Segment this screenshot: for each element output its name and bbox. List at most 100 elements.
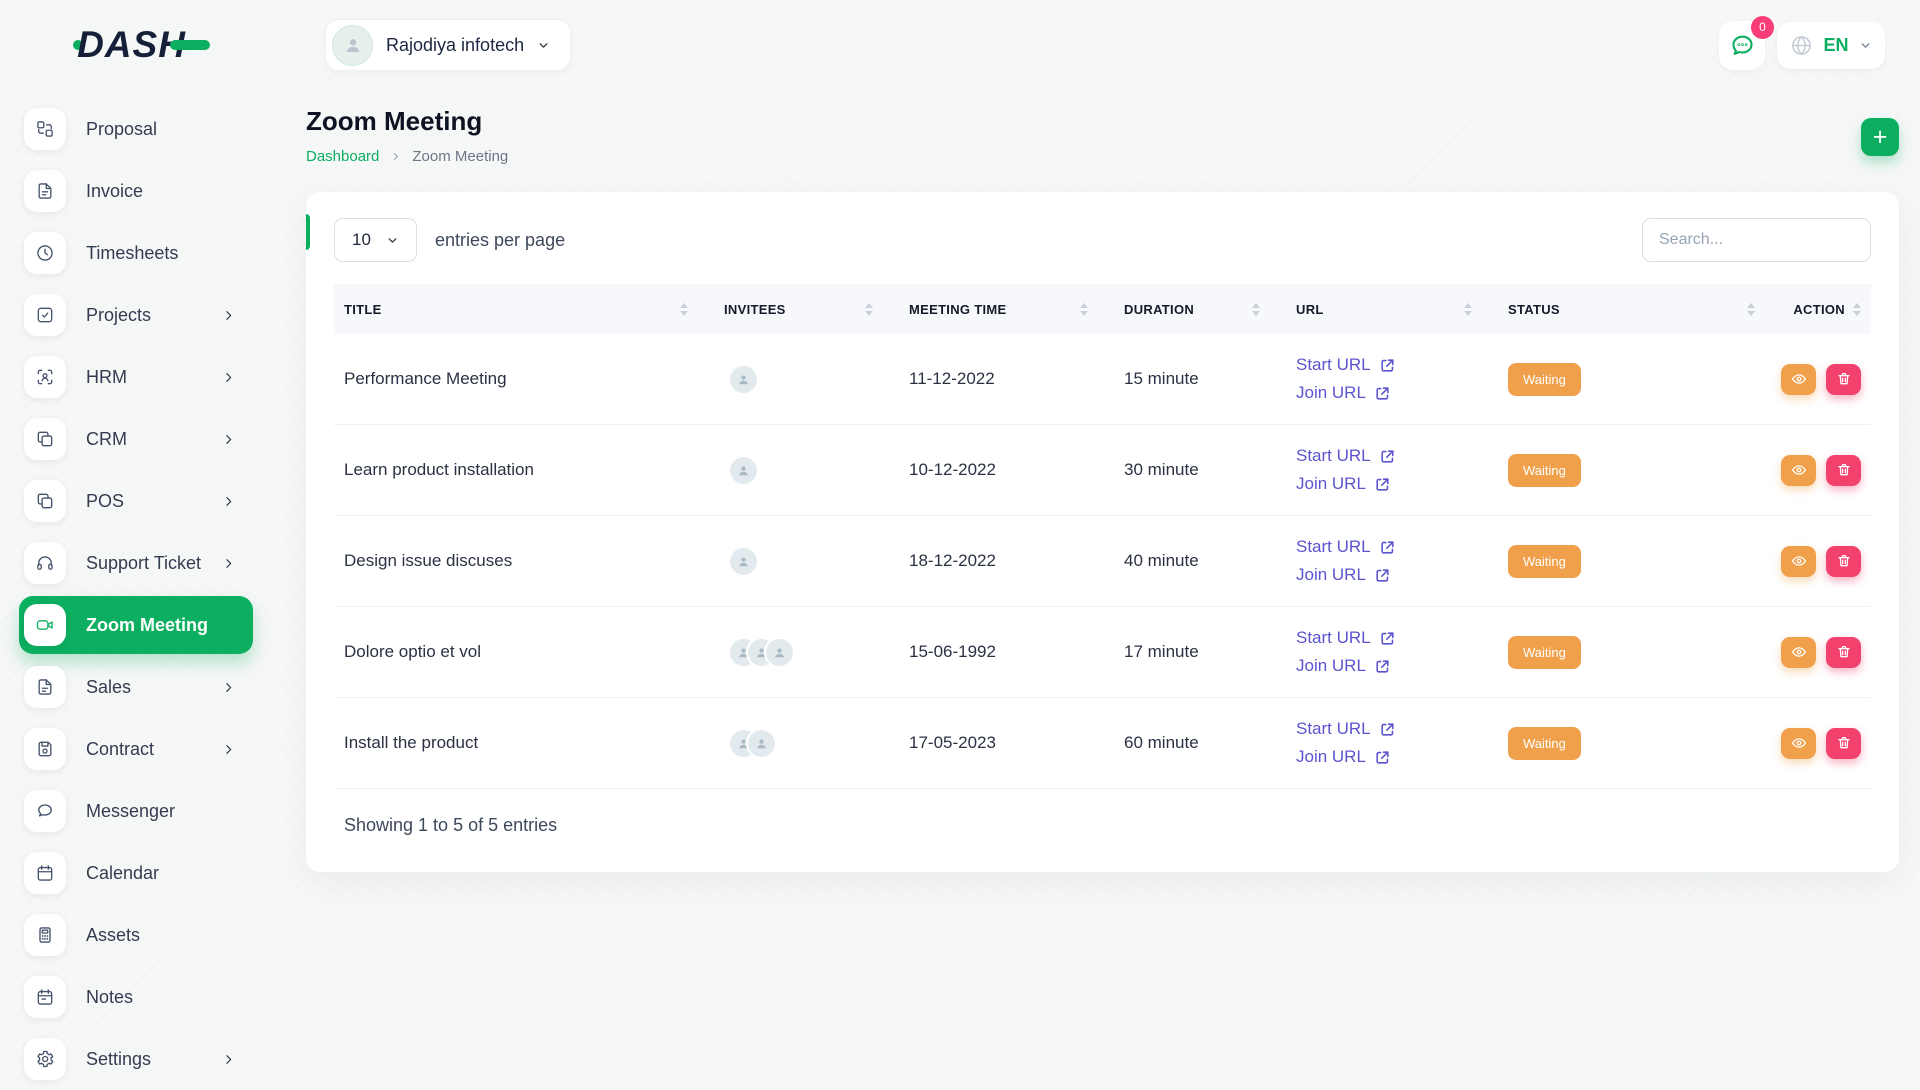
external-link-icon [1381,722,1394,736]
chevron-right-icon [222,743,235,756]
trash-icon [1837,737,1850,749]
entries-per-page-select[interactable]: 10 [334,218,417,262]
add-meeting-button[interactable]: + [1861,118,1899,156]
user-scan-icon [24,356,66,398]
column-header-url[interactable]: URL [1286,302,1498,317]
view-button[interactable] [1781,727,1816,759]
duration: 15 minute [1124,369,1199,388]
column-header-title[interactable]: TITLE [334,302,714,317]
column-header-action[interactable]: ACTION [1781,302,1871,317]
sort-icon [1747,302,1755,316]
sidebar-item-notes[interactable]: Notes [0,966,273,1028]
copy-icon [24,480,66,522]
breadcrumb-separator-icon [390,151,401,162]
start-url-link[interactable]: Start URL [1296,446,1396,466]
file-lines-icon [24,666,66,708]
table-summary: Showing 1 to 5 of 5 entries [344,815,558,835]
language-selector[interactable]: EN [1777,21,1885,69]
logo-text: DASH [77,24,186,65]
start-url-link[interactable]: Start URL [1296,719,1396,739]
sort-icon [1080,302,1088,316]
start-url-link[interactable]: Start URL [1296,355,1396,375]
sidebar-item-projects[interactable]: Projects [0,284,273,346]
person-icon [739,739,748,748]
sidebar-item-invoice[interactable]: Invoice [0,160,273,222]
logo-dot-icon [73,40,84,50]
duration: 17 minute [1124,642,1199,661]
sidebar-item-messenger[interactable]: Messenger [0,780,273,842]
topbar: DASH Rajodiya infotech 0 EN [0,0,1920,90]
view-button[interactable] [1781,363,1816,395]
view-button[interactable] [1781,454,1816,486]
invitees [714,638,899,666]
table-row: Install the product 17-05-2023 60 minute… [334,698,1871,789]
external-link-icon [1376,568,1389,582]
sidebar-item-crm[interactable]: CRM [0,408,273,470]
start-url-link[interactable]: Start URL [1296,628,1396,648]
sidebar-item-support-ticket[interactable]: Support Ticket [0,532,273,594]
view-button[interactable] [1781,545,1816,577]
delete-button[interactable] [1826,454,1861,486]
external-link-icon [1381,358,1394,372]
breadcrumb-dashboard-link[interactable]: Dashboard [306,148,380,165]
meeting-time: 11-12-2022 [909,369,995,388]
check-square-icon [24,294,66,336]
person-icon [775,648,784,657]
sidebar: Proposal Invoice Timesheets Projects [0,90,273,1090]
sidebar-item-zoom-meeting[interactable]: Zoom Meeting [19,596,253,654]
meeting-title: Dolore optio et vol [344,642,482,661]
sidebar-item-settings[interactable]: Settings [0,1028,273,1090]
join-url-link[interactable]: Join URL [1296,747,1391,767]
delete-button[interactable] [1826,363,1861,395]
sidebar-item-contract[interactable]: Contract [0,718,273,780]
breadcrumb: Dashboard Zoom Meeting [306,148,508,165]
sidebar-item-calendar[interactable]: Calendar [0,842,273,904]
sidebar-item-hrm[interactable]: HRM [0,346,273,408]
sidebar-item-sales[interactable]: Sales [0,656,273,718]
clock-icon [24,232,66,274]
column-header-meeting-time[interactable]: MEETING TIME [899,302,1114,317]
company-avatar [332,24,373,66]
column-header-duration[interactable]: DURATION [1114,302,1286,317]
delete-button[interactable] [1826,727,1861,759]
sidebar-item-pos[interactable]: POS [0,470,273,532]
delete-button[interactable] [1826,636,1861,668]
person-icon [739,375,748,384]
join-url-link[interactable]: Join URL [1296,474,1391,494]
sort-icon [680,302,688,316]
sort-icon [865,302,873,316]
proposal-icon [24,108,66,150]
search-input[interactable] [1642,218,1871,262]
sort-icon [1853,302,1861,316]
invitee-avatar [730,547,757,575]
column-header-status[interactable]: STATUS [1498,302,1781,317]
trash-icon [1837,646,1850,658]
meetings-card: 10 entries per page TITLE INVITEES MEETI… [306,192,1899,872]
duration: 30 minute [1124,460,1199,479]
person-icon [739,648,748,657]
start-url-link[interactable]: Start URL [1296,537,1396,557]
card-accent-bar [306,214,310,250]
sidebar-item-timesheets[interactable]: Timesheets [0,222,273,284]
chevron-right-icon [222,557,235,570]
external-link-icon [1376,659,1389,673]
copy-icon [24,418,66,460]
logo-dash-icon [169,40,210,50]
table-row: Performance Meeting 11-12-2022 15 minute… [334,334,1871,425]
logo: DASH [0,24,283,66]
delete-button[interactable] [1826,545,1861,577]
join-url-link[interactable]: Join URL [1296,565,1391,585]
sidebar-item-assets[interactable]: Assets [0,904,273,966]
column-header-invitees[interactable]: INVITEES [714,302,899,317]
view-button[interactable] [1781,636,1816,668]
join-url-link[interactable]: Join URL [1296,656,1391,676]
notifications-button[interactable]: 0 [1719,15,1774,70]
gear-icon [24,1038,66,1080]
company-selector[interactable]: Rajodiya infotech [325,19,572,71]
meeting-time: 18-12-2022 [909,551,996,570]
join-url-link[interactable]: Join URL [1296,383,1391,403]
invitees [714,729,899,757]
eye-icon [1791,647,1806,657]
sidebar-item-proposal[interactable]: Proposal [0,98,273,160]
person-icon [739,466,748,475]
